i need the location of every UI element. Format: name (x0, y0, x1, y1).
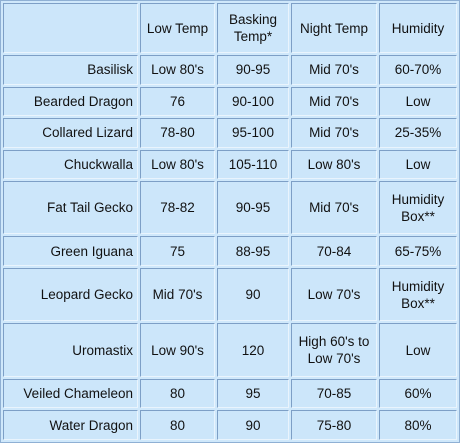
data-row: Green Iguana 75 88-95 70-84 65-75% (3, 236, 457, 266)
cell: 80 (140, 410, 215, 440)
table-body: Low Temp Basking Temp* Night Temp Humidity B… (3, 3, 457, 440)
data-row: Collared Lizard 78-80 95-100 Mid 70's 25-35% (3, 118, 457, 148)
cell: 76 (140, 86, 215, 117)
cell: 75-80 (291, 410, 377, 440)
cell: 80% (379, 410, 457, 440)
row-name: Basilisk (3, 55, 138, 85)
cell: 75 (140, 236, 215, 266)
row-name: Veiled Chameleon (3, 378, 138, 409)
cell: Low 90's (140, 323, 215, 377)
cell: Humidity Box** (379, 268, 457, 322)
cell: 60% (379, 378, 457, 409)
cell: 78-82 (140, 181, 215, 235)
cell: Mid 70's (140, 268, 215, 322)
data-row: Leopard Gecko Mid 70's 90 Low 70's Humidity … (3, 268, 457, 322)
row-name: Green Iguana (3, 236, 138, 266)
cell: 70-84 (291, 236, 377, 266)
data-row: Fat Tail Gecko 78-82 90-95 Mid 70's Humidity… (3, 181, 457, 235)
cell: 90-100 (217, 86, 289, 117)
data-row: Bearded Dragon 76 90-100 Mid 70's Low (3, 86, 457, 117)
cell: Low 80's (140, 55, 215, 85)
cell: 95-100 (217, 118, 289, 148)
column-header: Low Temp (140, 3, 215, 53)
row-name: Chuckwalla (3, 149, 138, 180)
row-name: Collared Lizard (3, 118, 138, 148)
cell: Mid 70's (291, 118, 377, 148)
data-row: Basilisk Low 80's 90-95 Mid 70's 60-70% (3, 55, 457, 85)
cell: Low (379, 323, 457, 377)
column-header: Humidity (379, 3, 457, 53)
cell: 90-95 (217, 181, 289, 235)
data-row: Uromastix Low 90's 120 High 60's to Low 70'… (3, 323, 457, 377)
row-name: Water Dragon (3, 410, 138, 440)
row-name: Leopard Gecko (3, 268, 138, 322)
header-row: Low Temp Basking Temp* Night Temp Humidity (3, 3, 457, 53)
row-name: Fat Tail Gecko (3, 181, 138, 235)
data-row: Veiled Chameleon 80 95 70-85 60% (3, 378, 457, 409)
row-name: Uromastix (3, 323, 138, 377)
cell: 80 (140, 378, 215, 409)
cell: 60-70% (379, 55, 457, 85)
cell: Low (379, 86, 457, 117)
cell: Mid 70's (291, 86, 377, 117)
cell: 90 (217, 268, 289, 322)
corner-cell (3, 3, 138, 53)
cell: Low 80's (140, 149, 215, 180)
column-header: Night Temp (291, 3, 377, 53)
cell: Humidity Box** (379, 181, 457, 235)
cell: High 60's to Low 70's (291, 323, 377, 377)
cell: 65-75% (379, 236, 457, 266)
cell: 90-95 (217, 55, 289, 85)
cell: 88-95 (217, 236, 289, 266)
cell: Low 70's (291, 268, 377, 322)
cell: Low (379, 149, 457, 180)
column-header: Basking Temp* (217, 3, 289, 53)
data-row: Chuckwalla Low 80's 105-110 Low 80's Low (3, 149, 457, 180)
cell: Mid 70's (291, 55, 377, 85)
cell: 25-35% (379, 118, 457, 148)
cell: Mid 70's (291, 181, 377, 235)
cell: 70-85 (291, 378, 377, 409)
cell: 95 (217, 378, 289, 409)
cell: 90 (217, 410, 289, 440)
cell: 120 (217, 323, 289, 377)
cell: 105-110 (217, 149, 289, 180)
cell: Low 80's (291, 149, 377, 180)
data-row: Water Dragon 80 90 75-80 80% (3, 410, 457, 440)
row-name: Bearded Dragon (3, 86, 138, 117)
cell: 78-80 (140, 118, 215, 148)
